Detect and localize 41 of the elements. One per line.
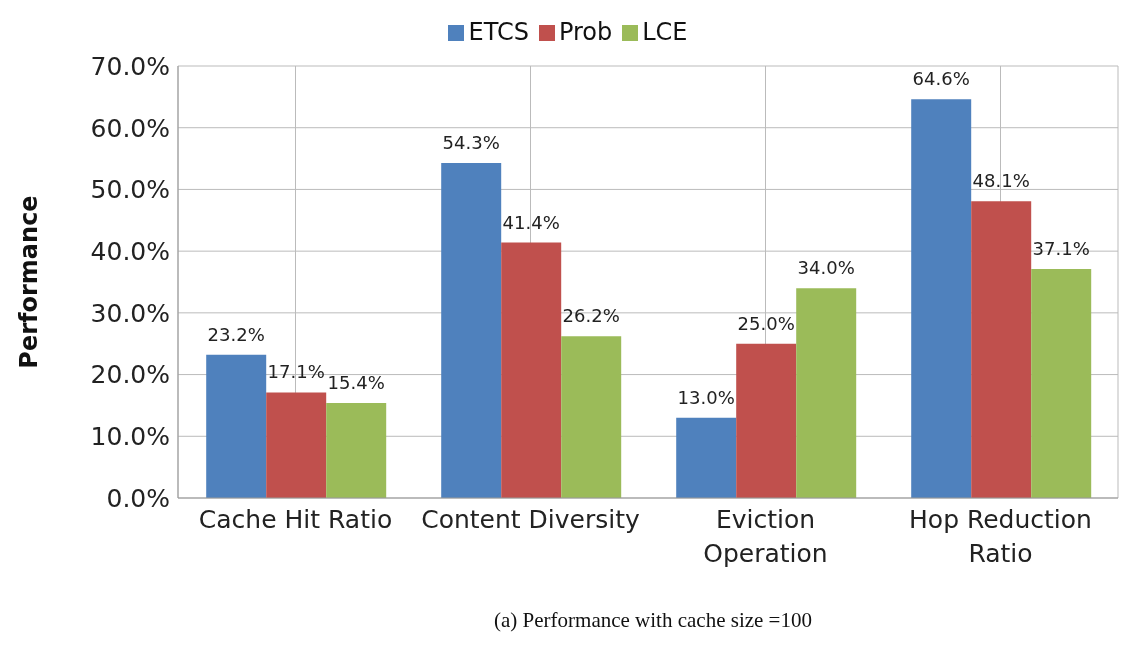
y-axis-title: Performance <box>14 195 43 369</box>
legend-label: ETCS <box>468 18 529 46</box>
bar <box>971 201 1032 498</box>
data-label: 48.1% <box>972 170 1030 192</box>
bar <box>206 354 267 498</box>
data-label: 13.0% <box>677 386 735 408</box>
data-label: 17.1% <box>267 361 325 383</box>
data-label: 64.6% <box>912 68 970 90</box>
y-tick-label: 10.0% <box>90 422 170 452</box>
bar <box>326 402 387 498</box>
data-label: 23.2% <box>207 323 265 345</box>
bar <box>736 343 797 498</box>
bar <box>676 417 737 498</box>
y-tick-label: 60.0% <box>90 113 170 143</box>
legend-label: Prob <box>558 18 613 46</box>
data-label: 41.4% <box>502 211 560 233</box>
bar <box>911 99 972 498</box>
y-tick-label: 40.0% <box>90 237 170 267</box>
text: (a) Performance with cache size =100 <box>493 608 813 633</box>
legend-label: LCE <box>642 18 688 46</box>
bar <box>266 392 327 498</box>
bar <box>441 162 502 498</box>
bar <box>561 336 622 498</box>
x-tick-label: Eviction Operation <box>703 505 828 568</box>
y-tick-label: 50.0% <box>90 175 170 205</box>
x-tick-label: Hop Reduction Ratio <box>909 505 1092 568</box>
data-label: 37.1% <box>1032 238 1090 260</box>
y-tick-label: 0.0% <box>106 483 170 513</box>
data-label: 34.0% <box>797 257 855 279</box>
x-tick-label: Cache Hit Ratio <box>198 505 393 534</box>
data-label: 15.4% <box>327 371 385 393</box>
bar <box>1031 269 1092 498</box>
y-tick-label: 20.0% <box>90 360 170 390</box>
x-tick-label: Content Diversity <box>421 505 640 534</box>
bar <box>796 288 857 498</box>
data-label: 26.2% <box>562 305 620 327</box>
y-tick-label: 70.0% <box>90 51 170 81</box>
data-label: 54.3% <box>442 131 500 153</box>
bar <box>501 242 562 498</box>
data-label: 25.0% <box>737 312 795 334</box>
y-tick-label: 30.0% <box>90 298 170 328</box>
